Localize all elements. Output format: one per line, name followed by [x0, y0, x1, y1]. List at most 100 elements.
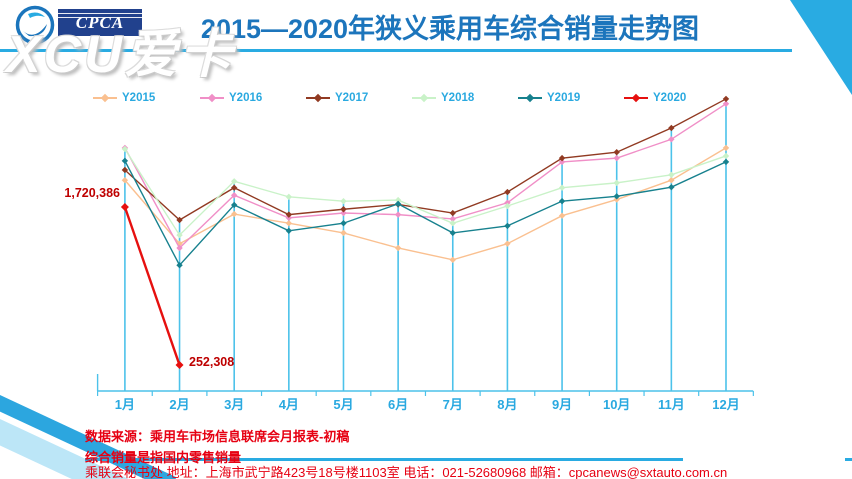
series-y2018-marker	[668, 171, 675, 179]
legend-line-icon	[532, 97, 542, 99]
legend-marker-icon	[100, 93, 110, 103]
legend-item-y2018: Y2018	[412, 91, 474, 105]
series-y2016-marker	[504, 199, 511, 206]
legend-line-icon	[426, 97, 436, 99]
legend-item-y2019: Y2019	[518, 91, 580, 105]
series-y2018-marker	[176, 231, 183, 239]
series-y2019-marker	[558, 197, 566, 205]
series-y2019-line	[124, 160, 727, 267]
series-y2016-marker	[722, 100, 730, 107]
series-y2019-marker	[230, 201, 238, 209]
series-y2017-marker	[121, 166, 129, 174]
series-y2015-marker	[230, 210, 238, 218]
series-y2017-marker	[504, 188, 511, 196]
x-axis-label-7: 7月	[443, 397, 463, 412]
series-y2020-line	[123, 206, 181, 366]
series-y2016-marker	[176, 244, 183, 252]
corner-wedge-decoration	[790, 0, 852, 95]
legend-line-icon	[200, 97, 210, 99]
logo-pinstripe	[58, 17, 142, 18]
series-y2019-marker	[613, 193, 620, 200]
series-y2018-marker	[558, 184, 566, 191]
series-y2017-marker	[613, 149, 620, 156]
x-axis-label-12: 12月	[712, 397, 739, 412]
series-y2017-marker	[449, 209, 456, 217]
series-y2016-marker	[285, 214, 293, 222]
series-y2018-marker	[394, 196, 402, 204]
series-y2018-marker	[613, 179, 620, 187]
footer-divider-line-fragment	[845, 458, 852, 461]
legend-line-icon	[412, 97, 422, 99]
series-y2019-marker	[340, 220, 347, 227]
logo-text: CPCA	[75, 12, 125, 32]
series-y2016-marker	[668, 136, 675, 143]
x-axis-label-3: 3月	[224, 397, 244, 412]
series-y2016-marker	[613, 154, 620, 162]
header-divider-line	[0, 49, 792, 52]
legend-label: Y2017	[335, 92, 369, 104]
series-y2018-marker	[121, 145, 129, 153]
legend-marker-icon	[525, 93, 535, 103]
series-y2016-marker	[449, 215, 456, 223]
x-axis-label-4: 4月	[279, 397, 299, 412]
data-label-y2020-jan: 1,720,386	[64, 186, 120, 200]
footer-contact-line: 乘联会秘书处 地址：上海市武宁路423号18号楼1103室 电话：021-526…	[85, 465, 728, 479]
series-y2015-marker	[340, 229, 347, 237]
legend-line-icon	[93, 97, 103, 99]
legend-item-y2015: Y2015	[93, 91, 155, 105]
series-y2015-marker	[722, 144, 730, 152]
data-label-y2020-feb: 252,308	[189, 355, 235, 369]
footer-source-note: 数据来源：乘用车市场信息联席会月报表-初稿	[85, 429, 350, 444]
series-y2019-marker	[285, 227, 293, 234]
series-y2015-marker	[449, 256, 456, 264]
series-y2019-marker	[121, 157, 129, 165]
legend-line-icon	[107, 97, 117, 99]
series-y2019-marker	[722, 158, 730, 166]
logo-pinstripe	[58, 13, 142, 14]
series-y2015-marker	[668, 176, 675, 184]
legend-line-icon	[214, 97, 224, 99]
series-y2019-marker	[394, 200, 402, 208]
footer-divider-line	[85, 458, 683, 461]
page-title: 2015—2020年狭义乘用车综合销量走势图	[200, 14, 700, 44]
series-y2016-marker	[558, 158, 566, 166]
cpca-emblem-icon	[15, 5, 55, 45]
series-y2018-marker	[722, 152, 730, 160]
x-axis-label-9: 9月	[552, 397, 572, 412]
x-axis-label-11: 11月	[658, 397, 685, 412]
series-y2016-marker	[394, 211, 402, 218]
legend-line-icon	[624, 97, 634, 99]
legend-label: Y2019	[547, 92, 581, 104]
x-axis-label-2: 2月	[169, 397, 189, 412]
series-y2016-marker	[230, 192, 238, 199]
series-y2019-marker	[176, 262, 183, 269]
series-y2019-marker	[449, 229, 456, 237]
legend-item-y2017: Y2017	[306, 91, 368, 105]
series-y2015-marker	[504, 240, 511, 247]
x-axis-label-5: 5月	[333, 397, 353, 412]
legend-line-icon	[320, 97, 330, 99]
series-y2017-marker	[230, 184, 238, 191]
series-y2017-marker	[340, 206, 347, 213]
series-y2015-line	[124, 147, 727, 261]
series-y2018-marker	[449, 220, 456, 227]
series-y2015-marker	[558, 212, 566, 219]
x-axis-label-1: 1月	[115, 397, 135, 412]
legend-line-icon	[518, 97, 528, 99]
legend-line-icon	[306, 97, 316, 99]
series-y2018-marker	[285, 193, 293, 201]
series-y2018-marker	[230, 178, 238, 185]
x-axis-label-6: 6月	[388, 397, 408, 412]
series-y2018-line	[124, 148, 727, 237]
legend-label: Y2020	[653, 92, 687, 104]
series-y2018-marker	[340, 197, 347, 205]
legend-marker-icon	[207, 93, 217, 103]
x-axis-label-10: 10月	[603, 397, 630, 412]
legend-item-y2016: Y2016	[200, 91, 262, 105]
series-y2020-marker	[120, 203, 129, 212]
legend-label: Y2018	[441, 92, 475, 104]
series-y2017-marker	[176, 216, 183, 224]
series-y2017-marker	[668, 124, 675, 132]
series-y2018-marker	[504, 202, 511, 210]
